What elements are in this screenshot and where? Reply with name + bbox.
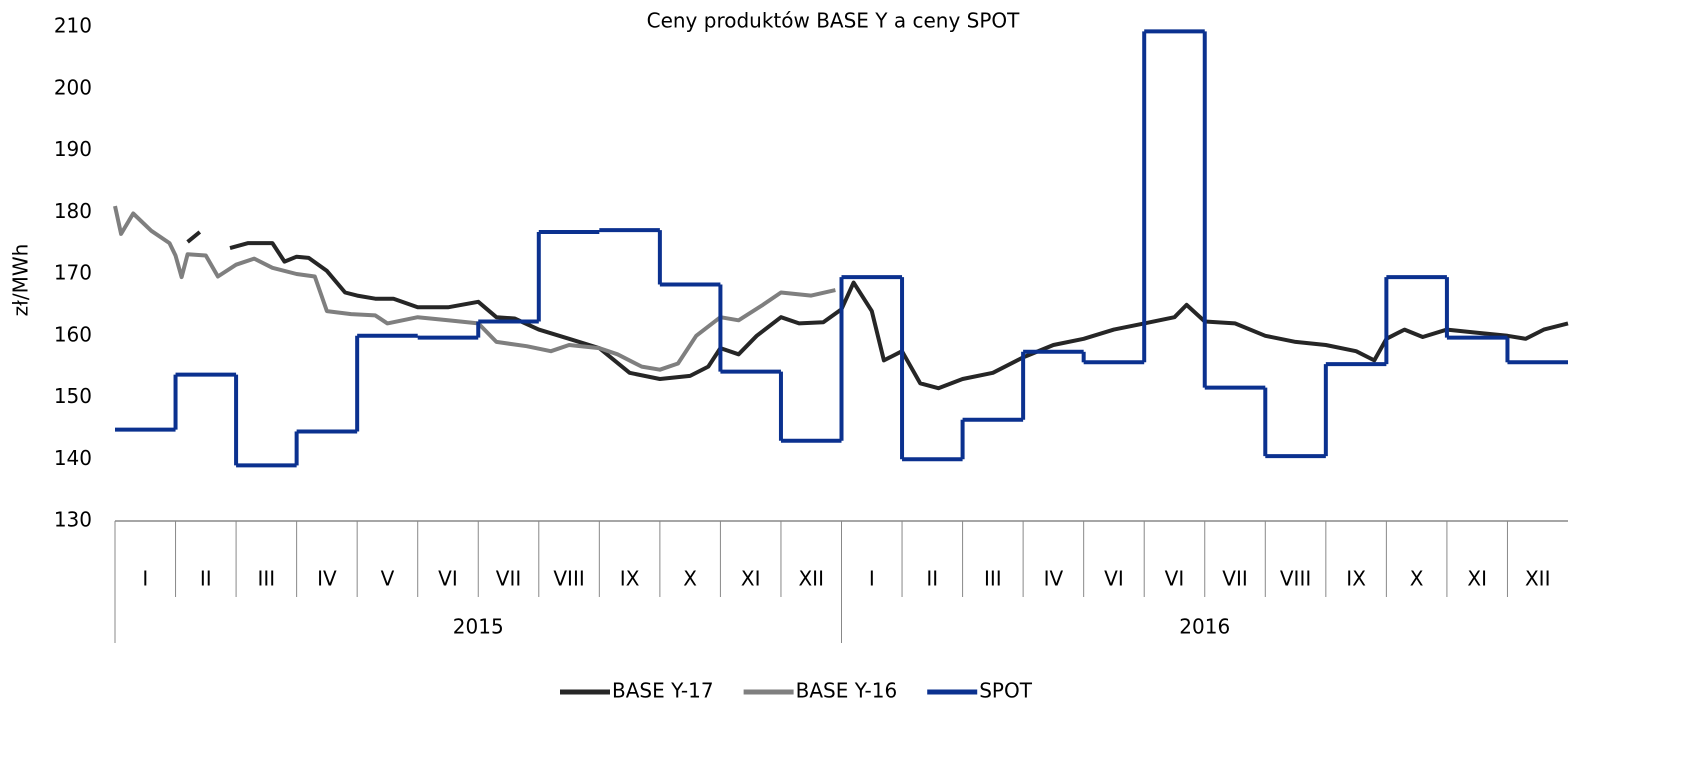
x-tick-label: IV [317, 567, 337, 591]
x-tick-label: II [926, 567, 938, 591]
x-tick-label: VIII [553, 567, 584, 591]
x-tick-label: I [142, 567, 148, 591]
x-tick-label: X [1410, 567, 1424, 591]
x-tick-label: VI [1104, 567, 1124, 591]
x-tick-label: II [200, 567, 212, 591]
x-tick-label: IX [1346, 567, 1366, 591]
x-tick-label: V [381, 567, 395, 591]
y-tick-label: 200 [54, 75, 92, 99]
x-tick-label: VI [1165, 567, 1185, 591]
y-tick-label: 160 [54, 322, 92, 346]
legend-label: BASE Y-17 [612, 679, 714, 703]
y-tick-label: 210 [54, 14, 92, 38]
x-tick-label: VII [496, 567, 521, 591]
series-line [186, 230, 1569, 391]
series-line [113, 205, 836, 372]
y-tick-label: 130 [54, 508, 92, 532]
y-axis-label: zł/MWh [9, 244, 33, 317]
y-tick-label: 140 [54, 446, 92, 470]
x-tick-label: VII [1222, 567, 1247, 591]
y-tick-label: 190 [54, 137, 92, 161]
x-tick-label: VIII [1280, 567, 1311, 591]
x-tick-label: III [258, 567, 276, 591]
x-tick-label: III [984, 567, 1002, 591]
x-tick-label: VI [438, 567, 458, 591]
y-tick-label: 150 [54, 384, 92, 408]
x-tick-label: XI [1467, 567, 1487, 591]
y-tick-label: 180 [54, 199, 92, 223]
y-tick-label: 170 [54, 261, 92, 285]
legend-label: SPOT [979, 679, 1032, 703]
x-tick-label: X [683, 567, 697, 591]
x-tick-label: IX [620, 567, 640, 591]
year-label: 2016 [1179, 615, 1230, 639]
year-label: 2015 [453, 615, 504, 639]
x-tick-label: XII [798, 567, 824, 591]
legend-label: BASE Y-16 [796, 679, 898, 703]
x-tick-label: XI [741, 567, 761, 591]
x-tick-label: I [869, 567, 875, 591]
x-tick-label: IV [1044, 567, 1064, 591]
chart-title: Ceny produktów BASE Y a ceny SPOT [647, 9, 1021, 33]
x-tick-label: XII [1525, 567, 1551, 591]
